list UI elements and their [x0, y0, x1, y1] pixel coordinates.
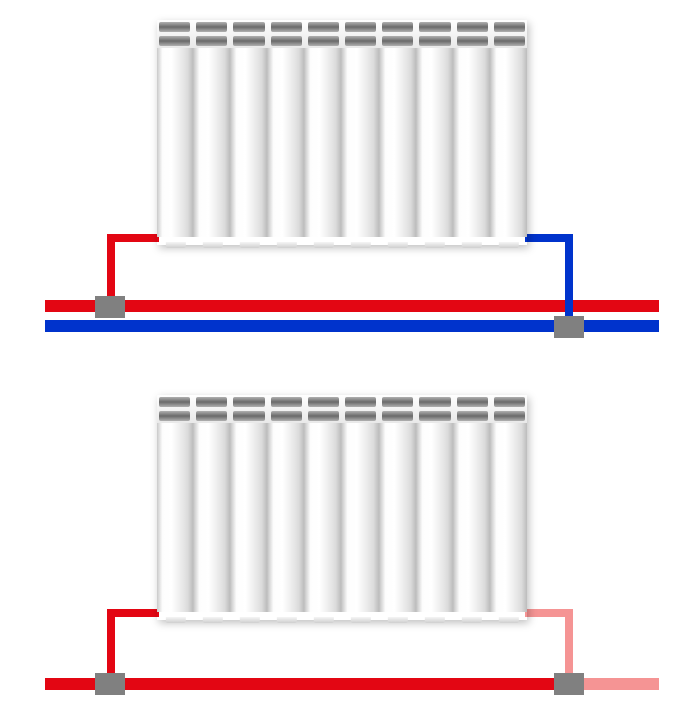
radiator-feet — [157, 237, 527, 245]
top-return-branch-horizontal — [525, 234, 573, 242]
top-return-branch-vertical — [565, 234, 573, 324]
top-right-tee-connector — [554, 316, 584, 338]
top-left-tee-connector — [95, 296, 125, 318]
top-supply-branch-vertical — [107, 234, 115, 304]
bottom-right-tee-connector — [554, 673, 584, 695]
bottom-return-branch-vertical — [565, 609, 573, 681]
radiator-sections — [157, 423, 527, 612]
bottom-return-branch-horizontal — [525, 609, 573, 617]
radiator-grille — [157, 20, 527, 48]
bottom-radiator — [157, 395, 527, 620]
top-supply-branch-horizontal — [107, 234, 159, 242]
radiator-feet — [157, 612, 527, 620]
radiator-sections — [157, 48, 527, 237]
bottom-supply-branch-horizontal — [107, 609, 159, 617]
bottom-supply-branch-vertical — [107, 609, 115, 681]
radiator-grille — [157, 395, 527, 423]
top-radiator — [157, 20, 527, 245]
bottom-left-tee-connector — [95, 673, 125, 695]
bottom-main-pipe-mid — [115, 678, 565, 690]
heating-diagram-canvas — [0, 0, 690, 707]
